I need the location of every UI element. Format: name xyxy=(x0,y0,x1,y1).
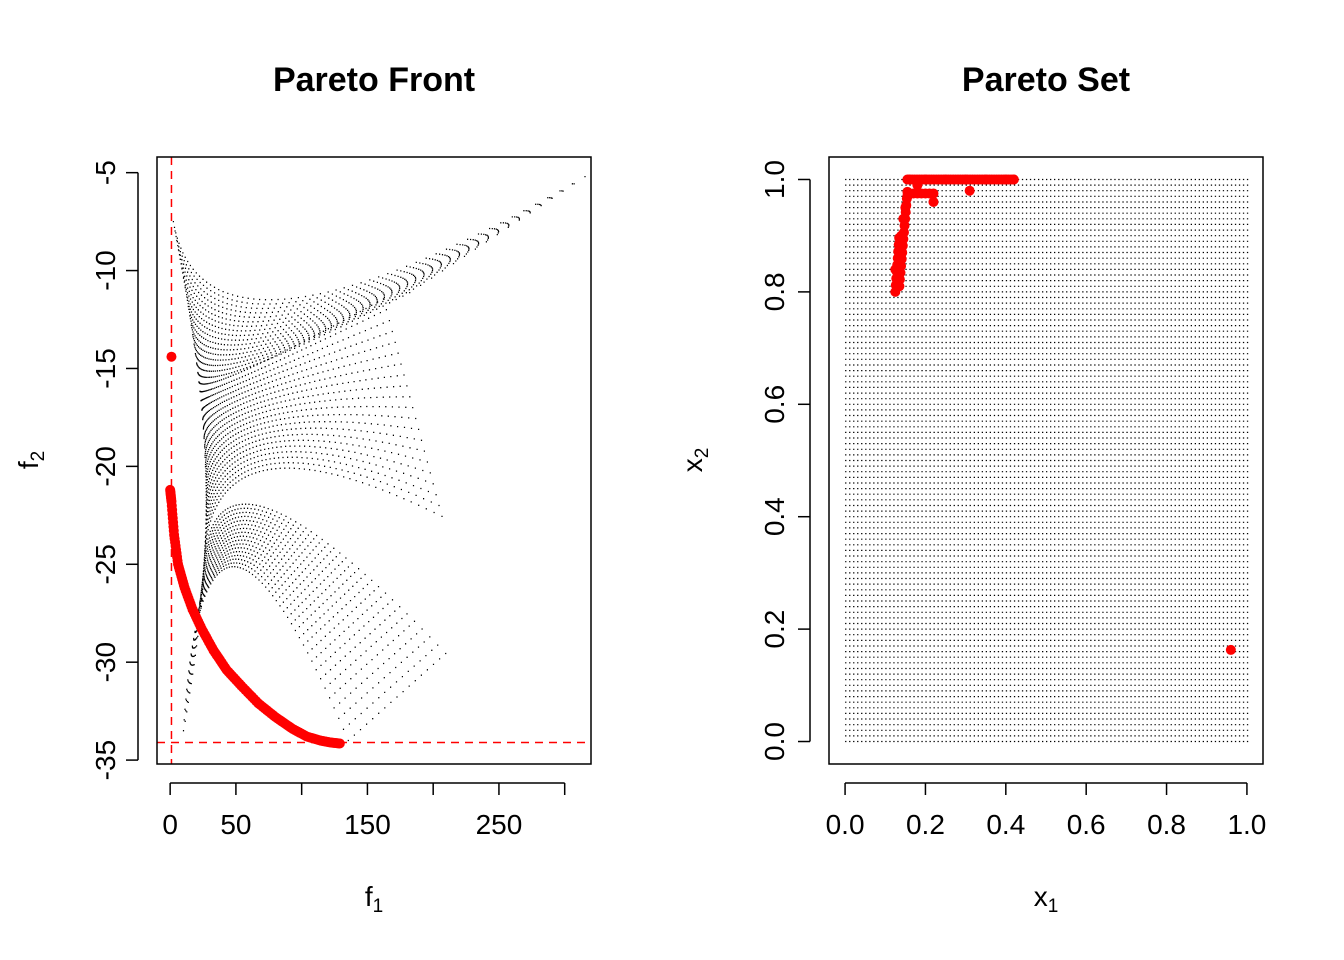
x-tick-label: 0 xyxy=(162,809,178,840)
pareto-set-point xyxy=(980,174,991,185)
pareto-front-title: Pareto Front xyxy=(273,61,475,99)
pareto-front-x-axis: 0 50 150 250 xyxy=(162,782,566,840)
x-tick-label: 50 xyxy=(220,809,251,840)
x-tick-label: 0.2 xyxy=(906,809,945,840)
decision-grid-dots xyxy=(845,178,1249,743)
y-tick-label: 0.6 xyxy=(759,385,790,424)
x-tick-label: 250 xyxy=(476,809,523,840)
pareto-set-panel: Pareto Set 0.0 0.2 0.4 0.6 0.8 1.0 0.00.20.40… xyxy=(677,61,1266,917)
pareto-front-y-axis: -5 -10 -15 -20 -25 -30 -35 xyxy=(90,160,139,780)
pareto-front-plot-box xyxy=(156,156,592,765)
y-tick-label: -30 xyxy=(90,642,121,682)
pareto-set-point xyxy=(964,185,975,196)
pareto-set-y-label: x2 xyxy=(677,448,713,473)
pareto-front-grid-points xyxy=(172,175,586,742)
pareto-set-point xyxy=(898,213,909,224)
pareto-set-point xyxy=(1008,174,1019,185)
pareto-set-point xyxy=(1000,174,1011,185)
pareto-set-point xyxy=(896,230,907,241)
y-tick-label: 1.0 xyxy=(759,160,790,199)
pareto-set-point xyxy=(928,188,939,199)
pareto-set-y-axis: 0.0 0.2 0.4 0.6 0.8 1.0 xyxy=(759,160,811,761)
pareto-front-point xyxy=(334,738,345,749)
y-tick-label: 0.8 xyxy=(759,272,790,311)
pareto-set-point xyxy=(912,180,923,191)
pareto-set-point xyxy=(1225,644,1236,655)
x-tick-label: 150 xyxy=(344,809,391,840)
pareto-set-plot-box xyxy=(828,156,1264,765)
pareto-set-x-axis: 0.0 0.2 0.4 0.6 0.8 1.0 xyxy=(826,782,1266,840)
pareto-set-point xyxy=(896,253,907,264)
y-tick-label: 0.4 xyxy=(759,497,790,536)
pareto-front-x-label: f1 xyxy=(365,881,383,917)
y-tick-label: -10 xyxy=(90,250,121,290)
y-tick-label: -25 xyxy=(90,544,121,584)
x-tick-label: 0.6 xyxy=(1067,809,1106,840)
x-tick-label: 0.8 xyxy=(1147,809,1186,840)
pareto-set-point xyxy=(900,202,911,213)
pareto-set-point xyxy=(904,174,915,185)
pareto-front-y-label: f2 xyxy=(13,451,49,469)
x-tick-label: 1.0 xyxy=(1227,809,1266,840)
pareto-set-points xyxy=(890,174,1236,655)
y-tick-label: 0.0 xyxy=(759,722,790,761)
pareto-set-x-label: x1 xyxy=(1034,881,1059,917)
objective-grid-dots xyxy=(172,175,586,742)
y-tick-label: 0.2 xyxy=(759,610,790,649)
pareto-front-points xyxy=(165,351,345,749)
x-tick-label: 0.4 xyxy=(986,809,1025,840)
pareto-set-point xyxy=(902,191,913,202)
pareto-set-point xyxy=(894,281,905,292)
x-tick-label: 0.0 xyxy=(826,809,865,840)
y-tick-label: -35 xyxy=(90,740,121,780)
y-tick-label: -20 xyxy=(90,446,121,486)
pareto-set-point xyxy=(890,264,901,275)
pareto-set-point xyxy=(940,174,951,185)
y-tick-label: -5 xyxy=(90,160,121,185)
pareto-set-point xyxy=(928,196,939,207)
pareto-set-grid-points xyxy=(845,178,1249,743)
pareto-set-title: Pareto Set xyxy=(962,61,1130,99)
y-tick-label: -15 xyxy=(90,348,121,388)
pareto-set-point xyxy=(920,174,931,185)
pareto-front-panel: Pareto Front 0 50 150 250 -5 -10 -15 -20 -25 -30… xyxy=(13,61,592,917)
pareto-set-point xyxy=(960,174,971,185)
